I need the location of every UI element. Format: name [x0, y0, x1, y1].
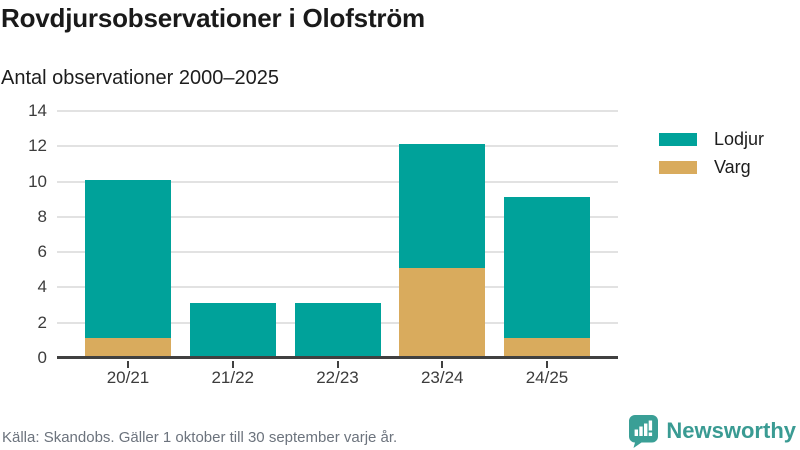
x-tick-23-24	[441, 361, 444, 368]
chart-subtitle: Antal observationer 2000–2025	[1, 67, 279, 89]
chart-title: Rovdjursobservationer i Olofström	[1, 3, 425, 33]
gridline-y-14	[57, 110, 618, 112]
legend-item-lodjur: Lodjur	[659, 125, 764, 153]
bar-segment-lodjur-20-21	[85, 179, 171, 339]
y-axis-label-4: 4	[37, 277, 47, 297]
bar-chart-speech-bubble-icon	[629, 415, 659, 448]
bar-segment-lodjur-21-22	[189, 303, 276, 356]
gridline-y-6	[57, 251, 618, 254]
bar-segment-lodjur-22-23	[294, 303, 381, 356]
newsworthy-logo: Newsworthy	[629, 415, 796, 448]
brand-name: Newsworthy	[666, 418, 796, 443]
legend-label-lodjur: Lodjur	[714, 128, 765, 149]
y-axis-label-2: 2	[37, 312, 47, 332]
bar-segment-lodjur-23-24	[399, 144, 486, 268]
y-axis-label-0: 0	[37, 348, 47, 367]
source-note: Källa: Skandobs. Gäller 1 oktober till 3…	[2, 429, 398, 446]
x-axis-label-20-21: 20/21	[106, 368, 150, 387]
x-tick-24-25	[546, 361, 548, 368]
legend-swatch-varg	[659, 160, 697, 174]
legend-label-varg: Varg	[714, 156, 751, 177]
legend-item-varg: Varg	[659, 153, 764, 181]
legend: Lodjur Varg	[659, 125, 764, 181]
x-axis-label-24-25: 24/25	[525, 368, 569, 387]
x-axis-line	[57, 356, 618, 359]
x-axis-label-21-22: 21/22	[211, 368, 255, 387]
y-axis-label-8: 8	[37, 206, 47, 226]
bar-segment-lodjur-24-25	[504, 197, 590, 339]
bar-segment-varg-24-25	[504, 338, 590, 356]
gridline-y-8	[57, 215, 618, 218]
x-tick-20-21	[127, 361, 129, 368]
y-axis-label-6: 6	[37, 242, 47, 262]
bar-segment-varg-23-24	[399, 267, 486, 356]
plot-area	[57, 110, 618, 368]
y-axis-label-12: 12	[28, 136, 47, 156]
x-tick-21-22	[231, 361, 234, 368]
x-axis-label-23-24: 23/24	[420, 368, 464, 387]
legend-swatch-lodjur	[659, 132, 697, 146]
gridline-y-12	[57, 145, 618, 148]
bar-segment-varg-20-21	[85, 338, 171, 356]
x-axis-label-22-23: 22/23	[316, 368, 359, 387]
gridline-y-10	[57, 180, 618, 183]
x-tick-22-23	[336, 361, 339, 368]
gridline-y-4	[57, 286, 618, 289]
y-axis-label-10: 10	[28, 171, 47, 191]
y-axis-label-14: 14	[28, 101, 47, 120]
